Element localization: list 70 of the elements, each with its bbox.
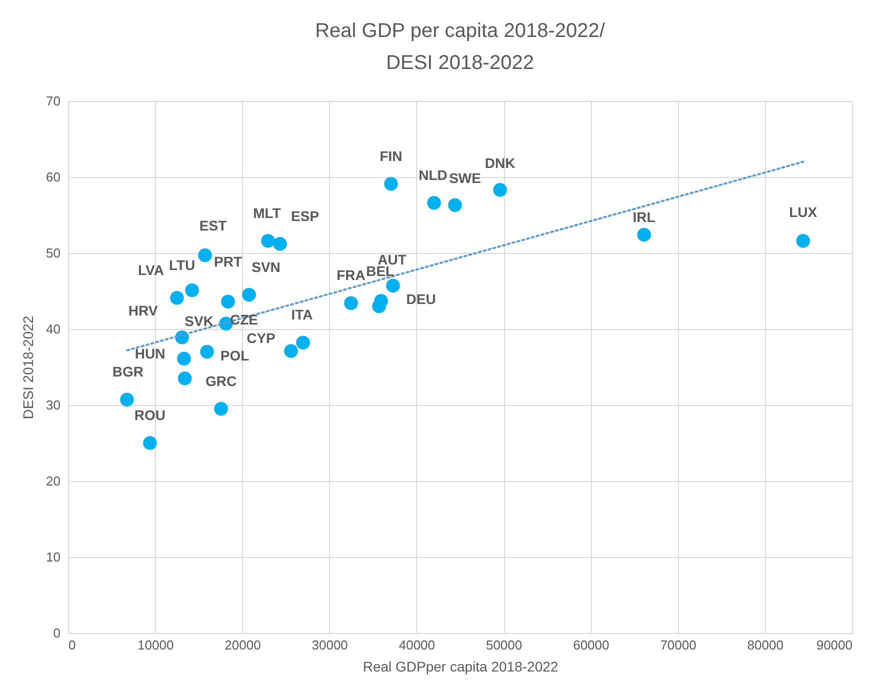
x-tick-label: 10000 (138, 638, 174, 652)
point (242, 288, 256, 302)
annotation: ESP (291, 208, 320, 224)
annotation: DEU (406, 291, 436, 308)
annotation: HRV (128, 302, 158, 318)
annotation: LTU (168, 257, 196, 274)
annotation: MLT (253, 204, 282, 221)
point (384, 176, 398, 191)
y-tick-label: 30 (46, 398, 60, 412)
annotation: NLD (418, 166, 448, 183)
point (120, 392, 134, 407)
point (273, 237, 287, 251)
y-tick-label: 70 (46, 94, 60, 108)
annotation: FRA (336, 267, 366, 284)
annotation: PRT (214, 254, 242, 270)
point (796, 234, 810, 248)
point (386, 278, 400, 293)
y-tick-label: 60 (46, 170, 60, 184)
point (221, 294, 235, 309)
x-tick-label: 50000 (486, 638, 522, 652)
chart-title: Real GDP per capita 2018-2022/ DESI 2018-2022 (315, 20, 606, 74)
annotation: ROU (134, 407, 166, 423)
annotation: SVN (252, 258, 280, 275)
annotation: HUN (134, 346, 166, 362)
annotation: GRC (205, 372, 237, 389)
x-tick-label: 60000 (573, 638, 610, 652)
point (198, 248, 212, 262)
point (344, 296, 358, 310)
point (200, 344, 214, 359)
x-axis-title: Real GDPper capita 2018-2022 (362, 658, 558, 674)
y-tick-label: 40 (46, 322, 60, 336)
annotation: IRL (632, 208, 656, 225)
annotation: DNK (484, 154, 516, 171)
y-tick-label: 20 (46, 474, 60, 488)
point (637, 228, 651, 242)
annotation: AUT (378, 252, 407, 268)
x-tick-label: 80000 (747, 638, 784, 652)
x-tick-label: 70000 (660, 638, 696, 652)
x-tick-label: 20000 (224, 638, 261, 652)
annotation: CYP (246, 330, 276, 346)
point (372, 299, 386, 314)
point (261, 234, 275, 248)
point (143, 436, 157, 450)
annotation: LUX (789, 204, 818, 220)
point (177, 352, 191, 366)
y-tick-label: 10 (46, 550, 60, 564)
point (214, 402, 228, 416)
y-tick-label: 0 (53, 626, 60, 640)
x-tick-label: 90000 (816, 638, 852, 652)
x-tick-label: 40000 (398, 638, 436, 652)
point (493, 183, 507, 197)
y-axis-title: DESI 2018-2022 (20, 316, 36, 420)
y-tick-label: 50 (46, 246, 60, 260)
point (296, 336, 310, 350)
annotation: LVA (138, 262, 164, 278)
annotation: POL (220, 347, 250, 364)
annotation: ITA (291, 306, 313, 323)
annotation: BGR (112, 364, 144, 380)
annotation: SWE (449, 170, 481, 186)
point (427, 196, 441, 210)
x-tick-label: 30000 (312, 638, 348, 652)
point (284, 344, 298, 358)
annotation: FIN (380, 148, 402, 164)
annotation: EST (199, 217, 228, 234)
annotation: SVK (184, 312, 214, 329)
point (185, 283, 199, 298)
point (448, 198, 462, 212)
x-tick-label: 0 (68, 638, 76, 652)
point (178, 372, 192, 386)
point (170, 290, 184, 305)
